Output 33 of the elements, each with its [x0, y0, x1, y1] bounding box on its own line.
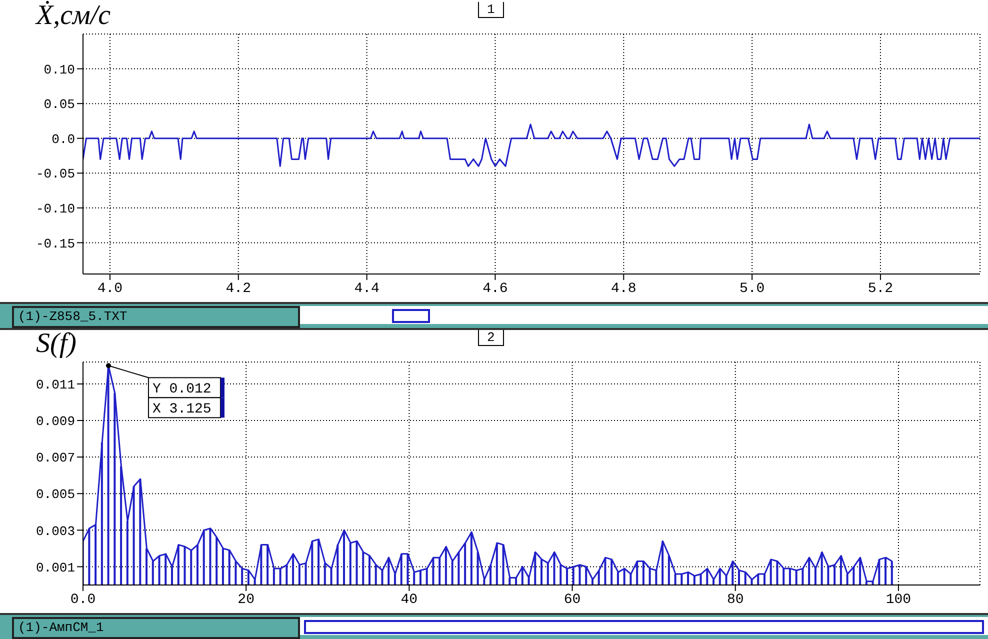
text: (1)-Z858_5.TXT — [12, 306, 300, 328]
y-tick-label: 0.001 — [36, 560, 76, 576]
x-tick-label: 20 — [238, 592, 254, 608]
x-tick-label: 5.2 — [868, 280, 894, 297]
x-tick-label: 4.6 — [482, 280, 508, 297]
y-axis-title: Ẋ,см/с — [36, 0, 111, 32]
annotation: Y 0.012 — [152, 382, 212, 398]
x-tick-label: 4.8 — [611, 280, 636, 297]
y-tick-label: -0.10 — [36, 202, 75, 217]
y-tick-label: 0.009 — [36, 414, 75, 430]
y-axis-title: S(f) — [36, 328, 76, 360]
text: 1 — [478, 2, 504, 18]
x-tick-label: 0.0 — [70, 592, 96, 608]
x-tick-label: 4.4 — [354, 280, 380, 297]
y-tick-label: 0.005 — [36, 487, 75, 502]
x-tick-label: 80 — [726, 592, 744, 608]
y-tick-label: -0.15 — [36, 236, 75, 252]
x-tick-label: 5.0 — [739, 280, 765, 297]
y-tick-label: 0.011 — [36, 378, 76, 393]
y-tick-label: 0.007 — [36, 450, 75, 466]
annotation: X 3.125 — [152, 402, 212, 418]
x-tick-label: 100 — [886, 592, 912, 608]
x-tick-label: 4.0 — [97, 280, 123, 297]
x-tick-label: 40 — [400, 592, 418, 608]
y-tick-label: 0.003 — [36, 524, 75, 539]
x-tick-label: 4.2 — [226, 280, 251, 297]
x-tick-label: 60 — [564, 592, 581, 608]
text: (1)-АмпСМ_1 — [12, 617, 300, 639]
y-tick-label: 0.10 — [44, 62, 75, 78]
y-tick-label: 0.0 — [52, 132, 75, 147]
y-tick-label: 0.05 — [44, 97, 75, 112]
text: 2 — [478, 330, 504, 346]
y-tick-label: -0.05 — [36, 166, 75, 182]
